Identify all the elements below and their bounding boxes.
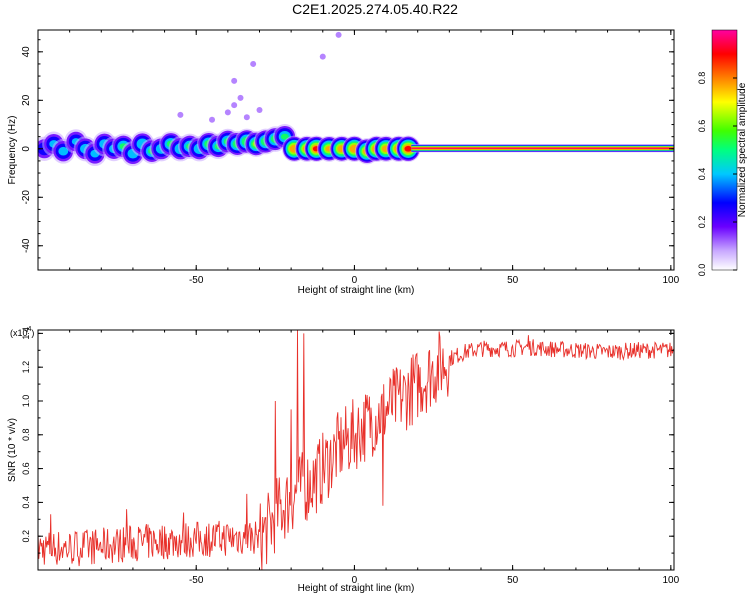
spectrum-scatter-point-5 xyxy=(177,111,184,118)
spectrum-scatter-point-3 xyxy=(243,114,250,121)
spectrum-scatter-point-0 xyxy=(231,102,238,109)
snr-ylabel: SNR (10 * v/v) xyxy=(7,418,18,482)
snr-ytick-label-6: 1.4 xyxy=(21,327,31,340)
spectrum-xtick-label-1: 0 xyxy=(352,275,358,286)
spectrum-scatter-point-7 xyxy=(231,77,238,84)
snr-panel: -50 0 50 100 0.2 0.4 0.6 0.8 1.0 1.2 1.4 Height of… xyxy=(7,326,680,594)
spectrum-scatter-point-6 xyxy=(209,116,216,123)
spectrum-scatter-point-2 xyxy=(224,109,231,116)
spectrum-ytick-label-1: -20 xyxy=(21,190,32,205)
colorbar-label: Normalized spectral amplitude xyxy=(737,82,748,217)
spectrum-xtick-label-0: -50 xyxy=(189,275,204,286)
snr-ytick-label-0: 0.2 xyxy=(21,530,31,543)
colorbar: 0.0 0.2 0.4 0.6 0.8 Normalized spectral ampl… xyxy=(697,29,748,277)
spectrum-marks xyxy=(38,31,674,167)
snr-xtick-label-3: 100 xyxy=(662,575,679,586)
spectrum-scatter-point-1 xyxy=(237,94,244,101)
spectrum-ylabel: Frequency (Hz) xyxy=(7,116,18,185)
snr-marks xyxy=(38,330,674,570)
chart-title: C2E1.2025.274.05.40.R22 xyxy=(292,1,458,17)
spectrum-ytick-label-2: 0 xyxy=(21,146,32,152)
snr-frame xyxy=(37,329,675,571)
snr-axes: -50 0 50 100 0.2 0.4 0.6 0.8 1.0 1.2 1.4 xyxy=(21,327,680,586)
snr-ytick-label-2: 0.6 xyxy=(21,462,31,475)
snr-ytick-label-3: 0.8 xyxy=(21,429,31,442)
snr-xlabel: Height of straight line (km) xyxy=(298,583,415,594)
snr-multiplier: (x104) xyxy=(10,326,34,338)
snr-xtick-label-2: 50 xyxy=(507,575,519,586)
snr-xtick-label-1: 0 xyxy=(352,575,358,586)
spectrum-xtick-label-2: 50 xyxy=(507,275,519,286)
colorbar-tick-label-0: 0.0 xyxy=(697,264,707,277)
snr-xtick-label-0: -50 xyxy=(189,575,204,586)
spectrum-ytick-label-0: -40 xyxy=(21,238,32,253)
colorbar-tick-label-2: 0.4 xyxy=(697,168,707,181)
colorbar-tick-label-4: 0.8 xyxy=(697,72,707,85)
spectrum-constant-line xyxy=(411,144,674,153)
spectrum-panel: -50 0 50 100 -40 -20 0 20 40 Height of straight … xyxy=(7,29,680,296)
colorbar-tick-label-1: 0.2 xyxy=(697,216,707,229)
snr-ytick-label-5: 1.2 xyxy=(21,361,31,374)
spectrum-scatter-point-8 xyxy=(250,60,257,67)
spectrum-scatter-point-4 xyxy=(256,107,263,113)
spectrum-xtick-label-3: 100 xyxy=(662,275,679,286)
colorbar-ticks: 0.0 0.2 0.4 0.6 0.8 xyxy=(697,72,737,277)
colorbar-tick-label-3: 0.6 xyxy=(697,120,707,133)
spectrum-ytick-label-3: 20 xyxy=(21,94,32,106)
colorbar-scale xyxy=(711,29,738,271)
spectrum-ytick-label-4: 40 xyxy=(21,46,32,58)
snr-series-line xyxy=(38,330,674,570)
spectrum-scatter-point-10 xyxy=(335,31,342,38)
spectrum-frame xyxy=(37,29,675,271)
snr-ytick-label-4: 1.0 xyxy=(21,395,31,408)
spectrum-axes: -50 0 50 100 -40 -20 0 20 40 xyxy=(21,30,680,286)
spectrum-scatter-point-9 xyxy=(319,53,326,60)
snr-ytick-label-1: 0.4 xyxy=(21,496,31,509)
spectrum-xlabel: Height of straight line (km) xyxy=(298,285,415,296)
